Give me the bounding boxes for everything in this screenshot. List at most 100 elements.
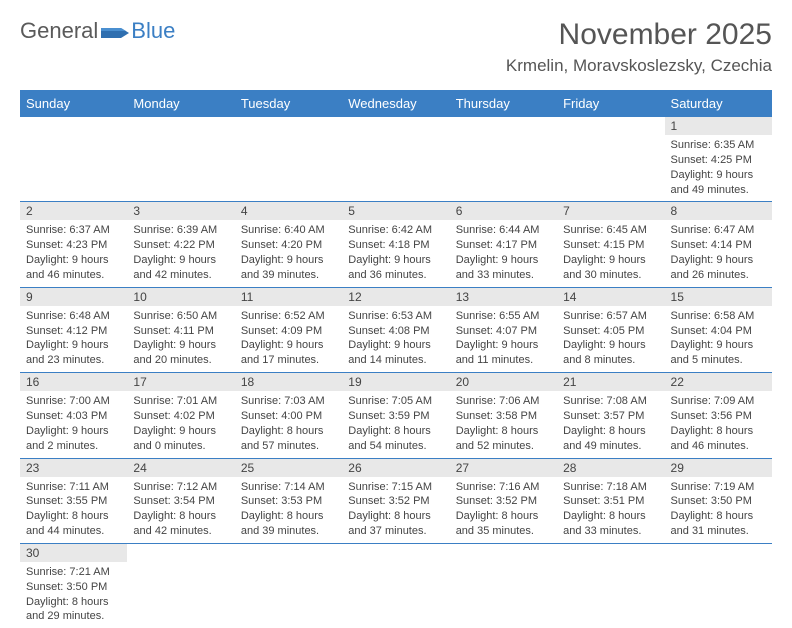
day-number: 2 [20,202,127,220]
sunrise-line: Sunrise: 7:01 AM [133,394,228,409]
sunset-line: Sunset: 4:04 PM [671,324,766,339]
day-number: 25 [235,459,342,477]
day-info: Sunrise: 6:55 AMSunset: 4:07 PMDaylight:… [450,306,557,372]
day-number: 13 [450,288,557,306]
calendar-day-cell: 28Sunrise: 7:18 AMSunset: 3:51 PMDayligh… [557,458,664,543]
daylight-line: Daylight: 8 hours and 49 minutes. [563,424,658,454]
calendar-day-cell: 2Sunrise: 6:37 AMSunset: 4:23 PMDaylight… [20,202,127,287]
calendar-week-row: 30Sunrise: 7:21 AMSunset: 3:50 PMDayligh… [20,543,772,628]
day-info: Sunrise: 6:37 AMSunset: 4:23 PMDaylight:… [20,220,127,286]
sunrise-line: Sunrise: 6:48 AM [26,309,121,324]
day-info: Sunrise: 7:03 AMSunset: 4:00 PMDaylight:… [235,391,342,457]
sunrise-line: Sunrise: 6:35 AM [671,138,766,153]
sunrise-line: Sunrise: 6:52 AM [241,309,336,324]
logo: General Blue [20,18,175,44]
day-number: 18 [235,373,342,391]
day-info: Sunrise: 7:09 AMSunset: 3:56 PMDaylight:… [665,391,772,457]
daylight-line: Daylight: 8 hours and 37 minutes. [348,509,443,539]
day-info: Sunrise: 6:57 AMSunset: 4:05 PMDaylight:… [557,306,664,372]
sunrise-line: Sunrise: 6:37 AM [26,223,121,238]
daylight-line: Daylight: 9 hours and 23 minutes. [26,338,121,368]
daylight-line: Daylight: 9 hours and 8 minutes. [563,338,658,368]
sunrise-line: Sunrise: 6:39 AM [133,223,228,238]
day-info: Sunrise: 6:48 AMSunset: 4:12 PMDaylight:… [20,306,127,372]
day-number: 24 [127,459,234,477]
calendar-day-cell: 8Sunrise: 6:47 AMSunset: 4:14 PMDaylight… [665,202,772,287]
daylight-line: Daylight: 9 hours and 14 minutes. [348,338,443,368]
calendar-day-cell: 13Sunrise: 6:55 AMSunset: 4:07 PMDayligh… [450,287,557,372]
sunset-line: Sunset: 4:22 PM [133,238,228,253]
weekday-header: Friday [557,90,664,117]
sunrise-line: Sunrise: 6:44 AM [456,223,551,238]
sunset-line: Sunset: 4:18 PM [348,238,443,253]
calendar-day-cell: 29Sunrise: 7:19 AMSunset: 3:50 PMDayligh… [665,458,772,543]
page-title: November 2025 [506,18,772,52]
sunset-line: Sunset: 4:17 PM [456,238,551,253]
sunset-line: Sunset: 3:52 PM [348,494,443,509]
day-number: 23 [20,459,127,477]
calendar-day-cell: 7Sunrise: 6:45 AMSunset: 4:15 PMDaylight… [557,202,664,287]
daylight-line: Daylight: 9 hours and 5 minutes. [671,338,766,368]
day-info: Sunrise: 6:47 AMSunset: 4:14 PMDaylight:… [665,220,772,286]
day-number: 21 [557,373,664,391]
calendar-day-cell [342,117,449,202]
daylight-line: Daylight: 8 hours and 57 minutes. [241,424,336,454]
day-number: 27 [450,459,557,477]
sunrise-line: Sunrise: 6:57 AM [563,309,658,324]
sunset-line: Sunset: 4:00 PM [241,409,336,424]
sunrise-line: Sunrise: 7:14 AM [241,480,336,495]
calendar-day-cell [127,543,234,628]
sunrise-line: Sunrise: 6:42 AM [348,223,443,238]
weekday-header: Wednesday [342,90,449,117]
sunset-line: Sunset: 4:09 PM [241,324,336,339]
day-info: Sunrise: 6:40 AMSunset: 4:20 PMDaylight:… [235,220,342,286]
sunset-line: Sunset: 3:54 PM [133,494,228,509]
calendar-day-cell [342,543,449,628]
sunrise-line: Sunrise: 6:47 AM [671,223,766,238]
day-number: 29 [665,459,772,477]
sunrise-line: Sunrise: 7:03 AM [241,394,336,409]
calendar-day-cell [20,117,127,202]
calendar-day-cell [450,543,557,628]
day-info: Sunrise: 6:44 AMSunset: 4:17 PMDaylight:… [450,220,557,286]
weekday-header: Tuesday [235,90,342,117]
daylight-line: Daylight: 9 hours and 46 minutes. [26,253,121,283]
sunset-line: Sunset: 3:52 PM [456,494,551,509]
day-info: Sunrise: 7:05 AMSunset: 3:59 PMDaylight:… [342,391,449,457]
flag-icon [101,22,129,40]
calendar-week-row: 23Sunrise: 7:11 AMSunset: 3:55 PMDayligh… [20,458,772,543]
calendar-day-cell: 1Sunrise: 6:35 AMSunset: 4:25 PMDaylight… [665,117,772,202]
day-number: 11 [235,288,342,306]
day-number: 20 [450,373,557,391]
calendar-day-cell: 22Sunrise: 7:09 AMSunset: 3:56 PMDayligh… [665,373,772,458]
day-number: 3 [127,202,234,220]
day-number: 19 [342,373,449,391]
sunset-line: Sunset: 3:58 PM [456,409,551,424]
sunset-line: Sunset: 3:59 PM [348,409,443,424]
sunrise-line: Sunrise: 6:53 AM [348,309,443,324]
day-info: Sunrise: 6:53 AMSunset: 4:08 PMDaylight:… [342,306,449,372]
sunrise-line: Sunrise: 7:00 AM [26,394,121,409]
logo-text-2: Blue [131,18,175,44]
sunset-line: Sunset: 3:57 PM [563,409,658,424]
day-number: 5 [342,202,449,220]
day-number: 7 [557,202,664,220]
day-info: Sunrise: 7:19 AMSunset: 3:50 PMDaylight:… [665,477,772,543]
daylight-line: Daylight: 8 hours and 52 minutes. [456,424,551,454]
calendar-day-cell: 12Sunrise: 6:53 AMSunset: 4:08 PMDayligh… [342,287,449,372]
sunrise-line: Sunrise: 6:58 AM [671,309,766,324]
calendar-day-cell: 14Sunrise: 6:57 AMSunset: 4:05 PMDayligh… [557,287,664,372]
daylight-line: Daylight: 8 hours and 29 minutes. [26,595,121,625]
sunset-line: Sunset: 4:08 PM [348,324,443,339]
calendar-day-cell [450,117,557,202]
day-info: Sunrise: 7:21 AMSunset: 3:50 PMDaylight:… [20,562,127,628]
sunset-line: Sunset: 4:07 PM [456,324,551,339]
sunset-line: Sunset: 3:50 PM [671,494,766,509]
day-info: Sunrise: 7:00 AMSunset: 4:03 PMDaylight:… [20,391,127,457]
sunrise-line: Sunrise: 7:19 AM [671,480,766,495]
calendar-day-cell [127,117,234,202]
calendar-day-cell: 30Sunrise: 7:21 AMSunset: 3:50 PMDayligh… [20,543,127,628]
day-number: 4 [235,202,342,220]
day-info: Sunrise: 6:52 AMSunset: 4:09 PMDaylight:… [235,306,342,372]
day-info: Sunrise: 6:58 AMSunset: 4:04 PMDaylight:… [665,306,772,372]
